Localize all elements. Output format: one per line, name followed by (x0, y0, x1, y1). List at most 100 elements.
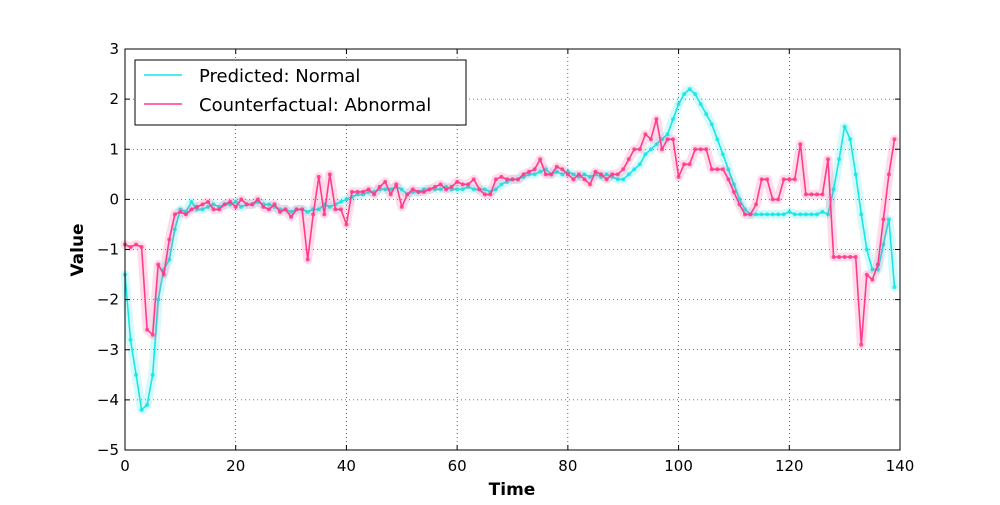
data-point-counterfactual (554, 164, 559, 169)
data-point-counterfactual (665, 137, 670, 142)
data-point-predicted (145, 402, 150, 407)
data-point-counterfactual (460, 182, 465, 187)
data-point-counterfactual (853, 255, 858, 260)
data-point-counterfactual (571, 177, 576, 182)
data-point-counterfactual (394, 182, 399, 187)
data-point-predicted (471, 187, 476, 192)
x-tick-label: 80 (558, 457, 577, 475)
data-point-predicted (842, 124, 847, 129)
data-point-counterfactual (798, 142, 803, 147)
data-point-predicted (803, 212, 808, 217)
legend-box (134, 59, 467, 126)
data-point-predicted (654, 142, 659, 147)
x-tick-label: 0 (120, 457, 130, 475)
data-point-counterfactual (654, 117, 659, 122)
data-point-counterfactual (466, 182, 471, 187)
data-point-counterfactual (156, 262, 161, 267)
data-point-counterfactual (659, 147, 664, 152)
data-point-predicted (671, 117, 676, 122)
data-point-predicted (859, 212, 864, 217)
data-point-counterfactual (289, 214, 294, 219)
data-point-predicted (172, 227, 177, 232)
data-point-counterfactual (416, 189, 421, 194)
data-point-counterfactual (776, 197, 781, 202)
data-point-predicted (206, 204, 211, 209)
data-point-counterfactual (676, 174, 681, 179)
data-point-predicted (665, 132, 670, 137)
data-point-counterfactual (532, 167, 537, 172)
data-point-predicted (532, 172, 537, 177)
data-point-predicted (615, 177, 620, 182)
data-point-predicted (759, 212, 764, 217)
data-point-predicted (848, 137, 853, 142)
data-point-predicted (233, 199, 238, 204)
y-tick-label: −2 (97, 291, 119, 309)
data-point-counterfactual (355, 189, 360, 194)
data-point-counterfactual (433, 184, 437, 189)
x-axis-label: Time (489, 480, 536, 500)
data-point-predicted (726, 167, 731, 172)
data-point-counterfactual (206, 199, 211, 204)
data-point-predicted (167, 257, 172, 262)
data-point-predicted (892, 285, 897, 290)
data-point-predicted (482, 187, 487, 192)
data-point-predicted (266, 202, 271, 207)
data-point-counterfactual (217, 207, 222, 212)
data-point-counterfactual (383, 179, 388, 184)
data-point-predicted (715, 137, 720, 142)
data-point-counterfactual (693, 147, 698, 152)
data-point-predicted (189, 199, 194, 204)
data-point-predicted (720, 152, 725, 157)
data-point-predicted (632, 167, 637, 172)
data-point-counterfactual (471, 177, 476, 182)
data-point-counterfactual (549, 172, 554, 177)
data-point-predicted (682, 92, 687, 97)
data-point-predicted (460, 187, 465, 192)
data-point-predicted (338, 199, 343, 204)
data-point-counterfactual (349, 189, 354, 194)
data-point-counterfactual (809, 192, 814, 197)
data-point-counterfactual (189, 207, 194, 212)
y-tick-label: −1 (97, 241, 119, 259)
data-point-counterfactual (875, 262, 880, 267)
data-point-counterfactual (333, 207, 338, 212)
data-point-counterfactual (211, 207, 216, 212)
data-point-counterfactual (720, 167, 725, 172)
data-point-counterfactual (250, 202, 255, 207)
data-point-predicted (200, 207, 205, 212)
y-tick-label: 2 (109, 90, 119, 108)
y-tick-label: 3 (109, 40, 119, 58)
data-point-counterfactual (488, 192, 493, 197)
data-point-predicted (438, 187, 443, 192)
data-point-predicted (399, 187, 404, 192)
data-point-predicted (776, 212, 781, 217)
data-point-predicted (826, 212, 831, 217)
data-point-counterfactual (228, 199, 233, 204)
data-point-predicted (499, 182, 504, 187)
data-point-counterfactual (610, 172, 615, 177)
data-point-predicted (781, 212, 786, 217)
data-point-counterfactual (731, 189, 736, 194)
legend-label-predicted: Predicted: Normal (199, 66, 360, 87)
data-point-predicted (560, 172, 565, 177)
data-point-counterfactual (643, 132, 648, 137)
data-point-predicted (765, 212, 770, 217)
data-point-counterfactual (222, 202, 227, 207)
data-point-counterfactual (194, 204, 199, 209)
data-point-counterfactual (272, 202, 277, 207)
data-point-predicted (316, 207, 321, 212)
data-point-counterfactual (842, 255, 847, 260)
legend: Predicted: Normal Counterfactual: Abnorm… (134, 59, 467, 126)
data-point-counterfactual (239, 197, 244, 202)
data-point-counterfactual (687, 162, 692, 167)
data-point-predicted (704, 112, 709, 117)
data-point-counterfactual (588, 182, 592, 187)
data-point-counterfactual (261, 204, 266, 209)
data-point-counterfactual (527, 169, 532, 174)
data-point-counterfactual (200, 202, 205, 207)
data-point-predicted (798, 212, 803, 217)
data-point-counterfactual (516, 177, 521, 182)
x-tick-label: 100 (664, 457, 693, 475)
data-point-predicted (853, 172, 858, 177)
data-point-counterfactual (150, 332, 155, 337)
